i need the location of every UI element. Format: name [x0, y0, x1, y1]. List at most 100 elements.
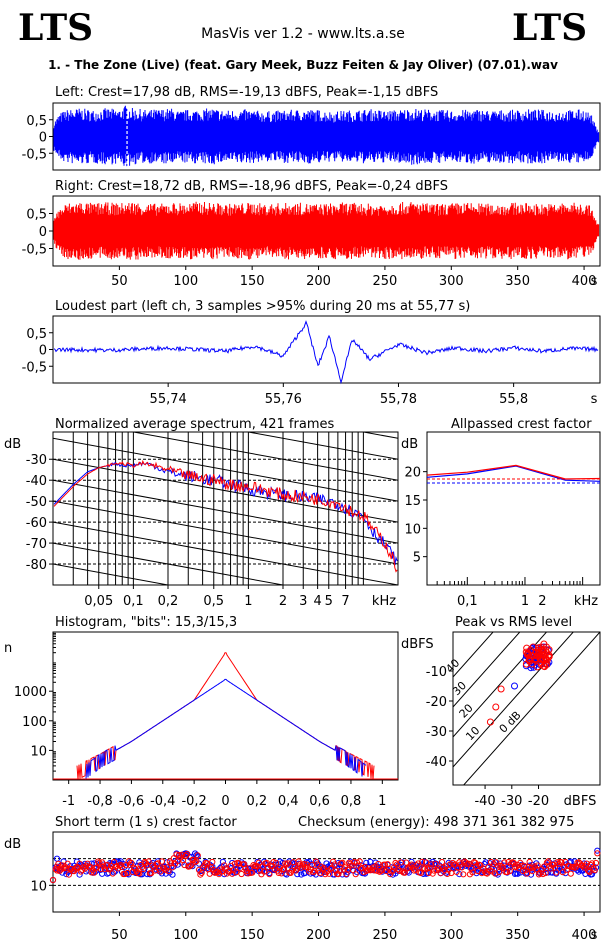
short-term-crest-point-right: [494, 862, 501, 869]
short-term-crest-point-left: [594, 847, 601, 854]
short-term-crest-point-right: [335, 871, 342, 878]
peak-vs-rms-point-left: [527, 664, 535, 672]
spectrum-slope-line: [53, 627, 398, 690]
histogram-xtick-label: 0,4: [278, 794, 299, 809]
short-term-crest-point-right: [558, 859, 565, 866]
histogram-ytick-label: 10: [30, 744, 47, 759]
short-term-crest-xtick-label: 300: [439, 928, 464, 943]
right-waveform-xtick-label: 300: [439, 274, 464, 289]
short-term-crest-point-right: [249, 869, 256, 876]
short-term-crest-point-right: [280, 866, 288, 873]
short-term-crest-frame: [52, 831, 601, 913]
right-waveform-ytick-label: 0: [39, 225, 47, 240]
short-term-crest-point-right: [272, 859, 280, 866]
peak-vs-rms-ylabel: dBFS: [401, 637, 434, 652]
short-term-crest-point-right: [49, 876, 57, 884]
short-term-crest-point-right: [52, 866, 59, 873]
short-term-crest-point-right: [496, 868, 503, 876]
short-term-crest-ylabel: dB: [4, 837, 21, 852]
short-term-crest-point-right: [424, 865, 431, 872]
short-term-crest-point-right: [95, 858, 102, 865]
short-term-crest-point-right: [573, 863, 580, 871]
histogram-xtick-label: 0: [221, 794, 229, 809]
short-term-crest-point-right: [197, 871, 204, 878]
short-term-crest-point-right: [591, 867, 598, 874]
short-term-crest-point-right: [136, 870, 143, 877]
right-waveform-xtick-label: 150: [240, 274, 265, 289]
spectrum-xtick-label: 4: [313, 594, 321, 609]
spectrum-slope-line: [130, 432, 398, 481]
short-term-crest-point-left: [76, 871, 83, 878]
spectrum-slope-line: [53, 690, 398, 753]
allpassed-crest-xtick-label: 1: [521, 594, 529, 609]
short-term-crest-point-right: [428, 861, 435, 868]
loudest-part-frame: [52, 315, 601, 384]
short-term-crest-point-right: [140, 865, 147, 873]
loudest-part-ytick-label: 0: [39, 344, 47, 359]
allpassed-crest-ytick-label: 10: [404, 522, 421, 537]
spectrum-xtick-label: 1: [244, 594, 252, 609]
short-term-crest-point-right: [396, 867, 403, 875]
peak-vs-rms-diagonal: [453, 632, 574, 768]
allpassed-crest-title: Allpassed crest factor: [451, 417, 592, 432]
right-waveform-xtick-label: 250: [373, 274, 398, 289]
short-term-crest-point-right: [457, 861, 464, 868]
spectrum-series-right: [53, 459, 398, 573]
short-term-crest-point-right: [486, 867, 493, 874]
spectrum-ylabel: dB: [4, 437, 21, 452]
peak-vs-rms-point-right: [543, 661, 551, 668]
short-term-crest-point-right: [592, 859, 600, 867]
short-term-crest-point-right: [93, 864, 100, 871]
spectrum-xtick-label: 0,5: [203, 594, 224, 609]
spectrum-ytick-label: -50: [26, 495, 47, 510]
short-term-crest-point-right: [193, 858, 200, 865]
right-waveform-xtick-label: 200: [306, 274, 331, 289]
allpassed-crest-ytick-label: 15: [404, 494, 421, 509]
short-term-crest-point-right: [501, 859, 508, 866]
peak-vs-rms-diagonals: [453, 632, 600, 785]
spectrum-slope-line: [53, 458, 398, 523]
short-term-crest-point-right: [553, 869, 560, 876]
right-waveform-xtick-label: 350: [505, 274, 530, 289]
spectrum-slope-line: [53, 542, 286, 585]
left-waveform-title: Left: Crest=17,98 dB, RMS=-19,13 dBFS, P…: [55, 85, 438, 100]
loudest-part-xtick-label: 55,8: [499, 392, 528, 407]
short-term-crest-point-right: [460, 871, 467, 878]
histogram-xtick-label: 0,2: [247, 794, 268, 809]
left-waveform-ytick-label: 0: [39, 131, 47, 146]
short-term-crest-xtick-label: 50: [111, 928, 128, 943]
peak-vs-rms-diagonal: [453, 632, 521, 708]
histogram-xtick-label: -0,6: [119, 794, 144, 809]
short-term-crest-point-right: [356, 858, 363, 865]
peak-vs-rms-point-right: [523, 644, 531, 652]
short-term-crest-point-right: [184, 851, 191, 858]
short-term-crest-point-left: [323, 860, 330, 867]
spectrum-xtick-label: 0,05: [84, 594, 113, 609]
short-term-crest-point-right: [411, 867, 418, 874]
short-term-crest-point-right: [266, 871, 273, 878]
short-term-crest-point-right: [492, 870, 499, 877]
short-term-crest-point-right: [65, 871, 73, 878]
short-term-crest-point-right: [168, 860, 175, 867]
spectrum-slope-line: [53, 313, 398, 376]
short-term-crest-xunit: s: [591, 928, 598, 943]
short-term-crest-point-right: [437, 870, 444, 877]
histogram-xtick-label: -1: [62, 794, 75, 809]
loudest-part-ytick-label: 0,5: [26, 327, 47, 342]
left-waveform-signal: [53, 105, 600, 167]
peak-vs-rms-point-right: [492, 703, 500, 711]
allpassed-crest-frame: [426, 431, 601, 586]
peak-vs-rms-ytick-label: -10: [426, 665, 447, 680]
short-term-crest-point-right: [432, 860, 439, 867]
right-waveform-ytick-label: -0,5: [22, 243, 47, 258]
spectrum-ytick-label: -80: [26, 558, 47, 573]
right-waveform-signal: [53, 201, 600, 260]
peak-vs-rms-point-right: [545, 646, 553, 654]
right-waveform-title: Right: Crest=18,72 dB, RMS=-18,96 dBFS, …: [55, 179, 448, 194]
short-term-crest-point-right: [542, 869, 549, 877]
short-term-crest-point-left: [219, 858, 226, 865]
spectrum-slope-line: [53, 500, 398, 565]
short-term-crest-point-right: [526, 858, 533, 866]
short-term-crest-point-right: [453, 868, 460, 876]
histogram-ytick-label: 1000: [14, 685, 47, 700]
